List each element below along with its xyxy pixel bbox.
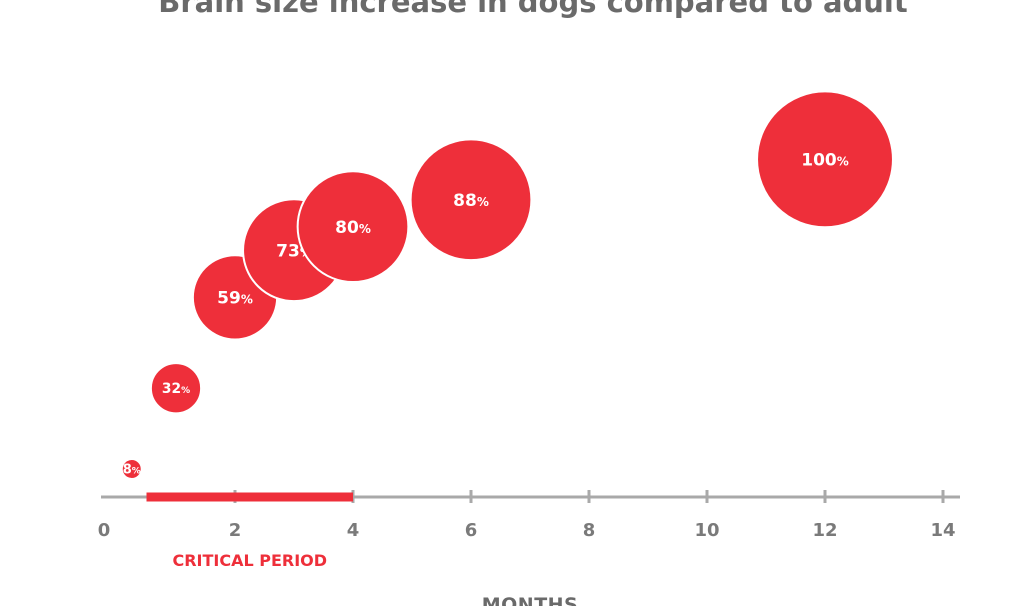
chart-title: Brain size increase in dogs compared to … <box>158 0 908 19</box>
x-tick-label-4: 4 <box>347 520 360 541</box>
x-tick-label-14: 14 <box>930 520 955 541</box>
bubble-label-32: 32% <box>162 381 190 397</box>
bubble-100 <box>756 90 894 229</box>
bubble-88 <box>409 138 533 262</box>
x-tick-label-6: 6 <box>465 520 478 541</box>
bubble-label-100: 100% <box>801 150 849 170</box>
bubble-80 <box>296 170 410 284</box>
bubble-32 <box>149 362 203 415</box>
x-tick-label-10: 10 <box>694 520 719 541</box>
x-tick-label-2: 2 <box>229 520 242 541</box>
x-tick-label-12: 12 <box>812 520 837 541</box>
critical-period-label: CRITICAL PERIOD <box>172 551 327 570</box>
x-tick-label-0: 0 <box>98 520 111 541</box>
x-tick-label-8: 8 <box>583 520 596 541</box>
bubble-label-88: 88% <box>453 191 489 211</box>
x-axis-label: MONTHS <box>482 594 579 606</box>
bubble-8 <box>120 458 143 480</box>
bubble-label-8: 8% <box>123 463 141 478</box>
bubble-label-80: 80% <box>335 218 371 238</box>
bubble-label-59: 59% <box>217 288 253 308</box>
